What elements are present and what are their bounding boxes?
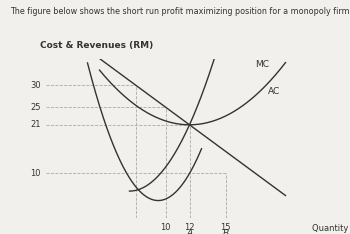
Text: Quantity (units): Quantity (units) [312, 224, 350, 233]
Text: A: A [187, 229, 193, 234]
Text: B: B [223, 229, 229, 234]
Text: AC: AC [267, 87, 280, 96]
Text: 30: 30 [30, 80, 41, 90]
Text: 12: 12 [184, 223, 195, 232]
Text: 10: 10 [30, 169, 41, 178]
Text: MC: MC [256, 60, 270, 69]
Text: Cost & Revenues (RM): Cost & Revenues (RM) [40, 41, 153, 50]
Text: 10: 10 [160, 223, 171, 232]
Text: 21: 21 [30, 120, 41, 129]
Text: 15: 15 [220, 223, 231, 232]
Text: 25: 25 [30, 103, 41, 112]
Text: The figure below shows the short run profit maximizing position for a monopoly f: The figure below shows the short run pro… [10, 7, 350, 16]
